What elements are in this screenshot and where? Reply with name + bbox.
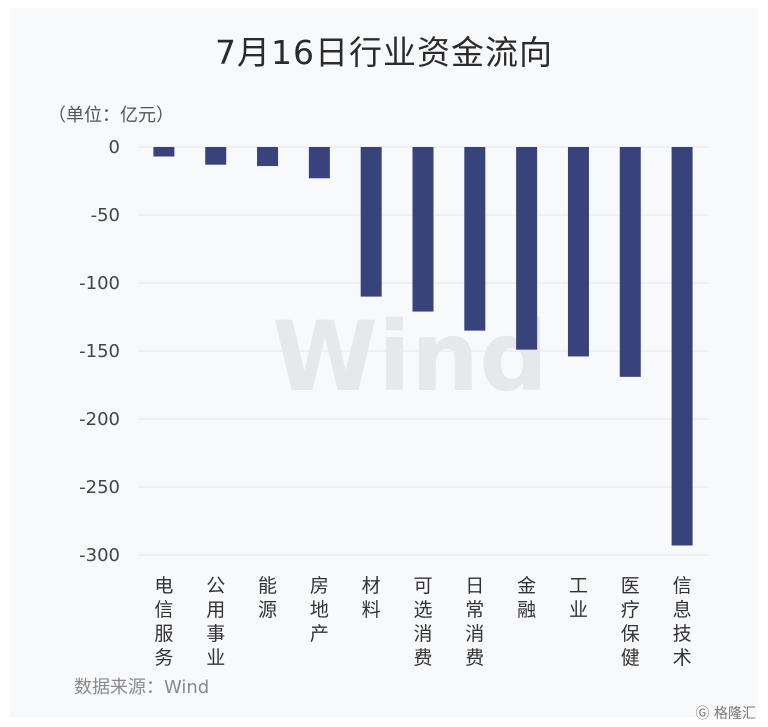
y-tick-label: 0 (109, 137, 120, 158)
x-category-label: 费 (465, 647, 484, 669)
x-category-label: 消 (465, 623, 484, 645)
x-category-label: 材 (362, 575, 381, 597)
bar (671, 147, 693, 546)
x-category-label: 术 (673, 647, 692, 669)
x-category-label: 地 (310, 599, 329, 621)
x-category-label: 房 (310, 575, 329, 597)
x-category-label: 健 (621, 647, 640, 669)
x-category-label: 消 (413, 623, 432, 645)
x-category-label: 源 (258, 599, 277, 621)
x-category-label: 医 (621, 575, 640, 597)
y-tick-label: -200 (79, 409, 120, 430)
x-category-label: 金 (517, 575, 536, 597)
bar (567, 147, 589, 357)
x-category-label: 常 (465, 599, 484, 621)
x-category-label: 产 (310, 623, 329, 645)
x-category-label: 技 (673, 623, 692, 645)
bar (360, 147, 382, 297)
x-category-label: 业 (569, 599, 588, 621)
bar (619, 147, 641, 377)
unit-label: （单位：亿元） (48, 105, 174, 126)
logo-icon: Ⓖ (695, 706, 710, 722)
bar (464, 147, 486, 331)
x-category-label: 信 (154, 599, 173, 621)
x-category-label: 疗 (621, 599, 640, 621)
watermark-text: Wind (272, 301, 548, 413)
bar (205, 147, 227, 165)
x-category-label: 电 (154, 575, 173, 597)
y-tick-label: -250 (79, 477, 120, 498)
brand-logo: Ⓖ 格隆汇 (696, 703, 756, 723)
logo-text: 格隆汇 (714, 706, 756, 722)
x-category-label: 事 (206, 623, 225, 645)
x-category-label: 费 (413, 647, 432, 669)
x-category-label: 服 (154, 623, 173, 645)
x-category-label: 业 (206, 647, 225, 669)
x-category-label: 务 (154, 647, 173, 669)
x-category-label: 息 (673, 599, 692, 621)
y-tick-label: -50 (91, 205, 120, 226)
bar (153, 147, 175, 157)
y-tick-label: -100 (79, 273, 120, 294)
y-tick-label: -300 (79, 545, 120, 566)
x-category-label: 公 (206, 575, 225, 597)
x-category-label: 可 (413, 575, 432, 597)
y-tick-label: -150 (79, 341, 120, 362)
x-category-label: 用 (206, 599, 225, 621)
bar (257, 147, 279, 167)
bar (308, 147, 330, 179)
x-category-label: 能 (258, 575, 277, 597)
x-category-label: 日 (465, 575, 484, 597)
x-category-label: 融 (517, 599, 536, 621)
bar (516, 147, 538, 350)
chart-title: 7月16日行业资金流向 (215, 33, 553, 72)
x-category-label: 信 (673, 575, 692, 597)
bar (412, 147, 434, 312)
x-category-label: 工 (569, 575, 588, 597)
data-source: 数据来源：Wind (74, 677, 210, 698)
x-category-label: 保 (621, 623, 640, 645)
x-category-label: 料 (362, 599, 381, 621)
x-category-label: 选 (413, 599, 432, 621)
